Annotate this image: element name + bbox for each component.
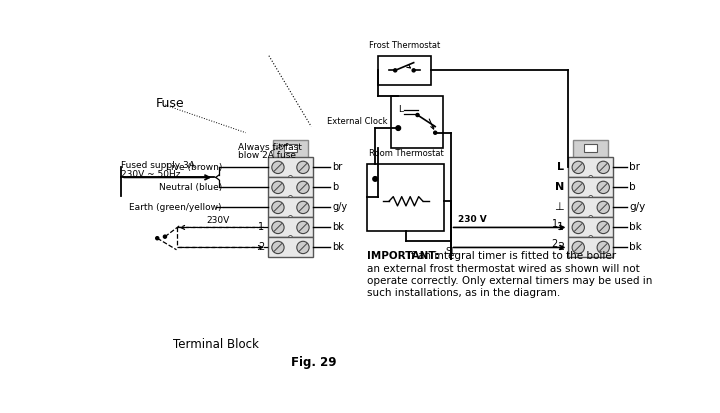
Text: Room Thermostat: Room Thermostat bbox=[369, 149, 444, 158]
Circle shape bbox=[289, 195, 292, 199]
Text: 1: 1 bbox=[557, 223, 564, 233]
Circle shape bbox=[597, 241, 609, 254]
Bar bbox=[367, 164, 444, 231]
Circle shape bbox=[589, 176, 593, 179]
Circle shape bbox=[271, 201, 284, 214]
Text: 1: 1 bbox=[552, 219, 558, 229]
Text: g/y: g/y bbox=[629, 202, 646, 212]
Bar bbox=[568, 217, 613, 237]
Circle shape bbox=[156, 237, 159, 240]
Circle shape bbox=[289, 176, 292, 179]
Circle shape bbox=[597, 201, 609, 214]
Text: External Clock: External Clock bbox=[327, 117, 387, 126]
Text: L: L bbox=[398, 105, 403, 114]
Text: g/y: g/y bbox=[332, 202, 347, 212]
Text: Fig. 29: Fig. 29 bbox=[291, 356, 336, 369]
Text: br: br bbox=[629, 162, 640, 172]
Text: 2: 2 bbox=[557, 242, 564, 252]
Text: Always fit fast: Always fit fast bbox=[238, 143, 302, 152]
Circle shape bbox=[289, 216, 292, 219]
Text: bk: bk bbox=[629, 242, 642, 252]
Circle shape bbox=[271, 221, 284, 234]
Bar bbox=[378, 56, 431, 85]
Circle shape bbox=[416, 114, 419, 116]
Text: L: L bbox=[557, 162, 564, 172]
Text: bk: bk bbox=[332, 242, 344, 252]
Circle shape bbox=[589, 216, 593, 219]
Circle shape bbox=[297, 201, 309, 214]
Text: b: b bbox=[332, 183, 338, 192]
Circle shape bbox=[396, 126, 400, 131]
Circle shape bbox=[597, 161, 609, 173]
Text: 2: 2 bbox=[552, 239, 558, 249]
Text: blow 2A fuse: blow 2A fuse bbox=[238, 151, 296, 160]
Circle shape bbox=[394, 69, 397, 72]
Bar bbox=[568, 197, 613, 217]
Circle shape bbox=[373, 177, 377, 181]
Circle shape bbox=[297, 241, 309, 254]
Circle shape bbox=[597, 181, 609, 194]
Text: operate correctly. Only external timers may be used in: operate correctly. Only external timers … bbox=[367, 276, 653, 286]
Circle shape bbox=[433, 131, 437, 134]
Circle shape bbox=[271, 161, 284, 173]
Bar bbox=[568, 157, 613, 177]
Bar bbox=[268, 197, 312, 217]
Text: IMPORTANT:: IMPORTANT: bbox=[367, 251, 440, 261]
Text: Live (brown): Live (brown) bbox=[166, 163, 222, 172]
Circle shape bbox=[589, 195, 593, 199]
Bar bbox=[573, 140, 608, 159]
Bar bbox=[268, 217, 312, 237]
Bar bbox=[268, 177, 312, 197]
Text: Frost Thermostat: Frost Thermostat bbox=[369, 41, 440, 50]
Bar bbox=[268, 157, 312, 177]
Circle shape bbox=[597, 221, 609, 234]
Bar bbox=[273, 140, 308, 159]
Text: Terminal Block: Terminal Block bbox=[173, 338, 258, 351]
Text: N: N bbox=[554, 183, 564, 192]
Circle shape bbox=[289, 235, 292, 240]
Circle shape bbox=[271, 181, 284, 194]
Circle shape bbox=[589, 235, 593, 240]
Text: Fuse: Fuse bbox=[156, 97, 184, 110]
Text: Earth (green/yellow): Earth (green/yellow) bbox=[130, 203, 222, 212]
Circle shape bbox=[572, 241, 585, 254]
Bar bbox=[584, 144, 598, 152]
Text: br: br bbox=[332, 162, 342, 172]
Circle shape bbox=[297, 161, 309, 173]
Text: 230 V: 230 V bbox=[459, 215, 487, 223]
Text: such installations, as in the diagram.: such installations, as in the diagram. bbox=[367, 288, 561, 298]
Circle shape bbox=[572, 161, 585, 173]
Text: If an integral timer is fitted to the boiler: If an integral timer is fitted to the bo… bbox=[408, 251, 616, 261]
Text: b: b bbox=[629, 183, 636, 192]
Text: Fused supply 3A: Fused supply 3A bbox=[121, 161, 195, 170]
Text: 230V: 230V bbox=[207, 216, 230, 225]
Circle shape bbox=[297, 181, 309, 194]
Bar bbox=[568, 177, 613, 197]
Text: 1: 1 bbox=[258, 223, 264, 233]
Text: bk: bk bbox=[629, 223, 642, 233]
Text: ⊥: ⊥ bbox=[554, 202, 564, 212]
Text: SL: SL bbox=[445, 247, 456, 256]
Circle shape bbox=[297, 221, 309, 234]
Circle shape bbox=[572, 181, 585, 194]
Circle shape bbox=[572, 221, 585, 234]
Text: an external frost thermostat wired as shown will not: an external frost thermostat wired as sh… bbox=[367, 263, 640, 274]
Circle shape bbox=[271, 241, 284, 254]
Bar bbox=[268, 237, 312, 257]
Bar bbox=[284, 144, 297, 152]
Circle shape bbox=[163, 235, 166, 238]
Circle shape bbox=[572, 201, 585, 214]
Text: 2: 2 bbox=[258, 242, 264, 252]
Text: bk: bk bbox=[332, 223, 344, 233]
Bar bbox=[390, 96, 443, 148]
Text: 230V ~ 50Hz: 230V ~ 50Hz bbox=[121, 171, 181, 180]
Text: Neutral (blue): Neutral (blue) bbox=[158, 183, 222, 192]
Circle shape bbox=[412, 69, 415, 72]
Bar bbox=[568, 237, 613, 257]
